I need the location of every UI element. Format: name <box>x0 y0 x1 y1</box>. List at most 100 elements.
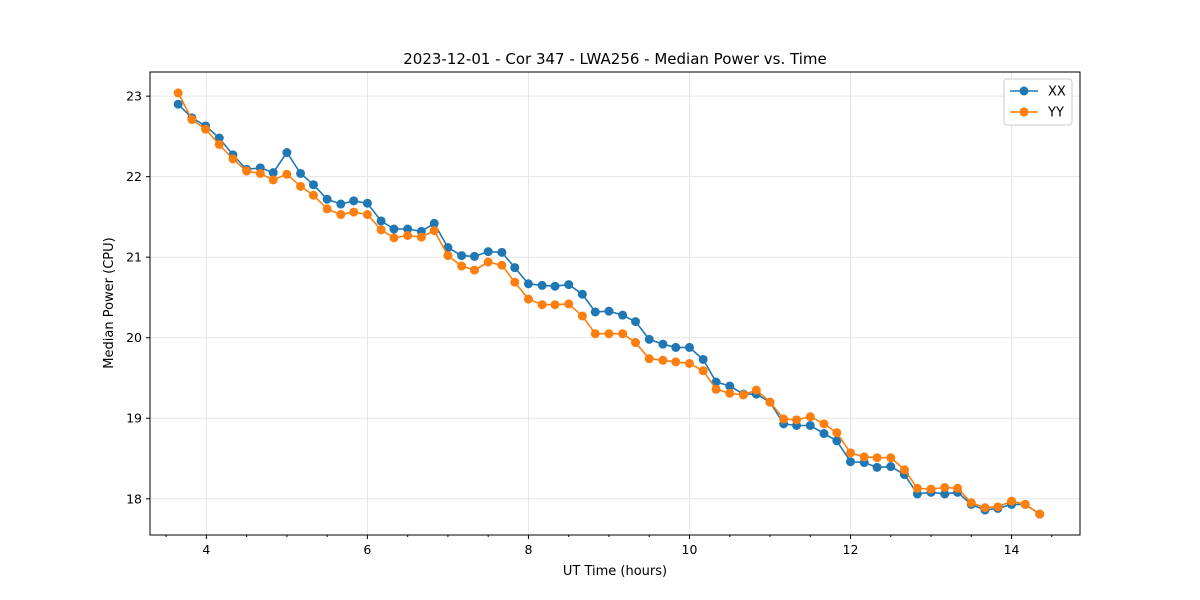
data-point-xx <box>457 251 467 261</box>
y-axis-label: Median Power (CPU) <box>102 237 117 368</box>
data-point-yy <box>443 251 453 261</box>
data-point-xx <box>429 218 439 228</box>
data-point-xx <box>389 224 399 234</box>
data-point-xx <box>872 462 882 472</box>
data-point-yy <box>684 358 694 368</box>
data-point-yy <box>1020 499 1030 509</box>
data-point-yy <box>926 484 936 494</box>
legend-label-yy: YY <box>1047 106 1064 121</box>
data-point-yy <box>376 225 386 235</box>
data-point-yy <box>282 169 292 179</box>
data-point-yy <box>859 452 869 462</box>
legend-marker-yy <box>1019 107 1029 117</box>
data-point-xx <box>510 263 520 273</box>
data-point-yy <box>698 366 708 376</box>
data-point-yy <box>483 257 493 267</box>
data-point-yy <box>725 388 735 398</box>
data-point-yy <box>550 300 560 310</box>
data-point-yy <box>644 354 654 364</box>
data-point-xx <box>846 457 856 467</box>
legend-label-xx: XX <box>1048 85 1066 100</box>
data-point-yy <box>564 299 574 309</box>
data-point-yy <box>738 390 748 400</box>
data-series <box>173 88 1045 519</box>
data-point-xx <box>173 99 183 109</box>
data-point-xx <box>590 307 600 317</box>
data-point-yy <box>886 453 896 463</box>
data-point-yy <box>457 261 467 271</box>
data-point-xx <box>618 310 628 320</box>
data-point-xx <box>214 133 224 143</box>
data-point-yy <box>966 498 976 508</box>
data-point-xx <box>805 420 815 430</box>
data-point-yy <box>590 329 600 339</box>
data-point-yy <box>255 168 265 178</box>
y-tick-label: 20 <box>126 330 142 345</box>
data-point-xx <box>550 281 560 291</box>
legend-marker-xx <box>1019 86 1029 96</box>
legend: XX YY <box>1003 78 1073 126</box>
data-point-xx <box>725 381 735 391</box>
data-point-yy <box>792 415 802 425</box>
data-point-yy <box>228 154 238 164</box>
x-tick-label: 12 <box>843 542 859 557</box>
data-point-yy <box>631 338 641 348</box>
data-point-yy <box>523 294 533 304</box>
data-point-xx <box>644 334 654 344</box>
data-point-xx <box>376 216 386 226</box>
plot-area-frame <box>149 71 1081 536</box>
x-tick-label: 10 <box>682 542 698 557</box>
series-line-yy <box>177 92 1041 515</box>
data-point-yy <box>993 502 1003 512</box>
data-point-yy <box>308 190 318 200</box>
data-point-yy <box>362 210 372 220</box>
x-tick-label: 14 <box>1004 542 1020 557</box>
data-point-xx <box>268 168 278 178</box>
data-point-xx <box>604 306 614 316</box>
data-point-yy <box>618 329 628 339</box>
data-point-yy <box>416 232 426 242</box>
data-point-xx <box>658 339 668 349</box>
data-point-xx <box>577 289 587 299</box>
chart-title: 2023-12-01 - Cor 347 - LWA256 - Median P… <box>403 50 827 68</box>
data-point-xx <box>537 280 547 290</box>
data-point-yy <box>912 483 922 493</box>
data-point-yy <box>322 204 332 214</box>
data-point-yy <box>980 503 990 513</box>
data-point-xx <box>443 243 453 253</box>
data-point-yy <box>577 311 587 321</box>
axis-ticks: 4 6 8 10 12 14 18 19 20 21 22 23 <box>126 89 1053 557</box>
grid-lines <box>150 72 1080 535</box>
data-point-xx <box>497 247 507 257</box>
data-point-yy <box>214 139 224 149</box>
data-point-yy <box>242 166 252 176</box>
data-point-yy <box>296 181 306 191</box>
data-point-xx <box>886 462 896 472</box>
y-tick-label: 21 <box>126 250 142 265</box>
data-point-yy <box>429 226 439 236</box>
data-point-yy <box>510 277 520 287</box>
data-point-xx <box>403 224 413 234</box>
data-point-yy <box>779 414 789 424</box>
y-tick-label: 23 <box>126 89 142 104</box>
data-point-yy <box>187 115 197 125</box>
data-point-yy <box>899 465 909 475</box>
data-point-yy <box>658 355 668 365</box>
data-point-yy <box>389 233 399 243</box>
data-point-yy <box>268 175 278 185</box>
data-point-yy <box>832 428 842 438</box>
data-point-yy <box>872 453 882 463</box>
data-point-xx <box>308 180 318 190</box>
data-point-xx <box>483 247 493 257</box>
data-point-yy <box>201 124 211 134</box>
data-point-xx <box>711 377 721 387</box>
data-point-xx <box>282 148 292 158</box>
data-point-yy <box>604 329 614 339</box>
data-point-yy <box>1035 509 1045 519</box>
data-point-yy <box>469 265 479 275</box>
data-point-xx <box>564 280 574 290</box>
data-point-yy <box>846 448 856 458</box>
x-tick-label: 8 <box>524 542 532 557</box>
data-point-yy <box>671 357 681 367</box>
data-point-yy <box>711 384 721 394</box>
